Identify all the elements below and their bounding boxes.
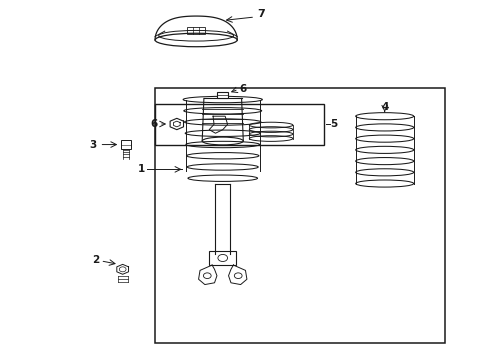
Text: 6: 6 <box>239 84 246 94</box>
Text: 2: 2 <box>92 255 99 265</box>
Bar <box>121 140 131 149</box>
Bar <box>155 104 324 145</box>
Text: 5: 5 <box>330 119 337 129</box>
Text: 7: 7 <box>257 9 265 19</box>
Text: 3: 3 <box>90 140 97 149</box>
Polygon shape <box>117 264 128 274</box>
Text: 4: 4 <box>380 102 387 112</box>
Bar <box>209 251 236 265</box>
Text: 1: 1 <box>138 165 145 174</box>
Text: 6: 6 <box>150 119 157 129</box>
Bar <box>187 27 204 33</box>
Polygon shape <box>170 118 183 130</box>
Bar <box>217 92 227 98</box>
Bar <box>155 88 444 343</box>
